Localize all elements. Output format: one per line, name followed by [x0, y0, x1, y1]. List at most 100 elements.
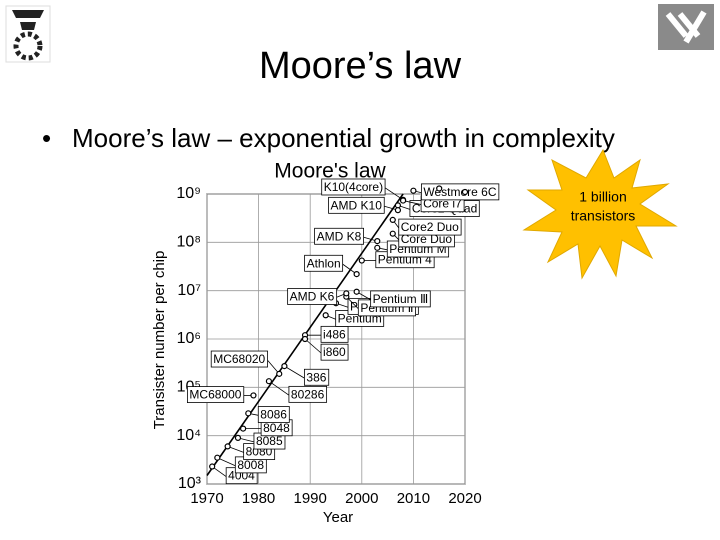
point-label: AMD K8	[314, 227, 364, 245]
callout-text: 1 billion	[579, 189, 626, 205]
data-point	[224, 443, 231, 450]
point-label: AMD K6	[287, 288, 338, 305]
point-label-text: 8086	[260, 407, 287, 421]
data-point	[374, 238, 381, 245]
point-label: 8008	[234, 456, 267, 474]
data-point	[209, 463, 216, 470]
y-tick-label: 10³	[178, 475, 202, 492]
data-point	[234, 434, 242, 441]
point-label: Core2 Duo	[398, 218, 462, 236]
point-label-text: K10(4core)	[324, 180, 383, 194]
x-tick-label: 2000	[345, 490, 378, 507]
point-label: Pentium Ⅲ	[370, 290, 431, 308]
point-label-text: Westmere 6C	[423, 185, 496, 199]
data-point	[322, 312, 329, 319]
data-point	[353, 288, 360, 295]
data-point	[281, 362, 288, 370]
point-label-text: 8048	[263, 421, 290, 435]
label-box	[187, 386, 245, 404]
point-label: AMD K10	[328, 196, 385, 214]
point-label: Westmere 6C	[420, 183, 500, 201]
label-box	[320, 343, 349, 361]
leader-line	[384, 187, 404, 201]
x-tick-label: 1980	[242, 490, 275, 507]
point-label: 386	[303, 368, 330, 386]
point-label: K10(4core)	[321, 178, 386, 196]
point-label: MC68020	[210, 350, 268, 368]
data-point	[410, 187, 417, 194]
bullet-text: Moore’s law – exponential growth in comp…	[72, 123, 615, 153]
label-box	[287, 288, 338, 305]
point-label-text: Pentium Ⅲ	[373, 292, 429, 306]
left-logo	[5, 5, 51, 63]
label-box	[328, 196, 385, 214]
leader-line	[304, 338, 322, 354]
x-tick-label: 1970	[190, 490, 223, 507]
label-box	[321, 178, 386, 196]
data-point	[214, 454, 221, 461]
data-point	[240, 425, 247, 432]
x-tick-label: 2010	[397, 490, 430, 507]
y-axis-label: Transister number per chip	[151, 251, 168, 430]
label-box	[398, 218, 462, 236]
point-label-text: i860	[323, 345, 346, 359]
x-axis-label: Year	[323, 509, 353, 526]
point-label: Athlon	[304, 254, 344, 272]
label-box	[320, 325, 349, 343]
point-label-text: Athlon	[307, 256, 341, 270]
data-point	[276, 370, 283, 377]
callout-text: transistors	[571, 208, 636, 224]
data-point	[301, 335, 309, 343]
label-box	[303, 368, 330, 386]
data-point	[436, 185, 443, 192]
data-point	[245, 410, 252, 417]
y-tick-label: 10⁷	[177, 282, 201, 299]
label-box	[304, 254, 344, 272]
point-label-text: 8008	[237, 458, 264, 472]
label-box	[314, 227, 364, 245]
data-point	[353, 271, 360, 278]
point-label: MC68000	[187, 386, 245, 404]
data-point	[265, 378, 273, 385]
chart-title: Moore's law	[274, 160, 386, 183]
callout-star	[522, 148, 678, 280]
y-tick-label: 10⁶	[177, 330, 201, 347]
data-point	[389, 230, 396, 237]
point-label-text: AMD K6	[290, 290, 335, 304]
bullet-dot: •	[42, 123, 51, 153]
y-tick-label: 10⁹	[176, 185, 201, 202]
x-tick-label: 1990	[294, 490, 327, 507]
point-label-text: i486	[323, 327, 346, 341]
slide-title: Moore’s law	[259, 45, 462, 87]
leader-line	[217, 457, 236, 467]
point-label-text: MC68020	[213, 352, 265, 366]
data-point	[394, 207, 402, 214]
point-label-text: 386	[306, 370, 326, 384]
point-label-text: Core2 Duo	[401, 220, 459, 234]
data-point	[250, 392, 257, 399]
point-label: 80286	[288, 385, 328, 403]
label-box	[257, 406, 290, 423]
right-logo	[658, 4, 714, 50]
point-label: 8086	[257, 406, 290, 423]
point-label: i860	[320, 343, 349, 361]
data-point	[461, 188, 469, 196]
x-tick-label: 2020	[448, 490, 481, 507]
point-label: 8048	[260, 419, 293, 437]
point-label-text: AMD K8	[317, 229, 362, 243]
label-box	[370, 290, 431, 308]
y-tick-label: 10⁸	[176, 234, 201, 251]
point-label-text: 8085	[256, 434, 283, 448]
data-point	[358, 257, 365, 264]
label-box	[288, 385, 328, 403]
data-point	[374, 244, 381, 251]
data-point	[343, 290, 350, 297]
leader-line	[284, 365, 305, 379]
data-point	[399, 197, 407, 204]
leader-line	[268, 380, 290, 396]
point-label-text: 80286	[291, 387, 325, 401]
data-point	[389, 216, 396, 224]
point-label-text: MC68000	[189, 388, 241, 402]
